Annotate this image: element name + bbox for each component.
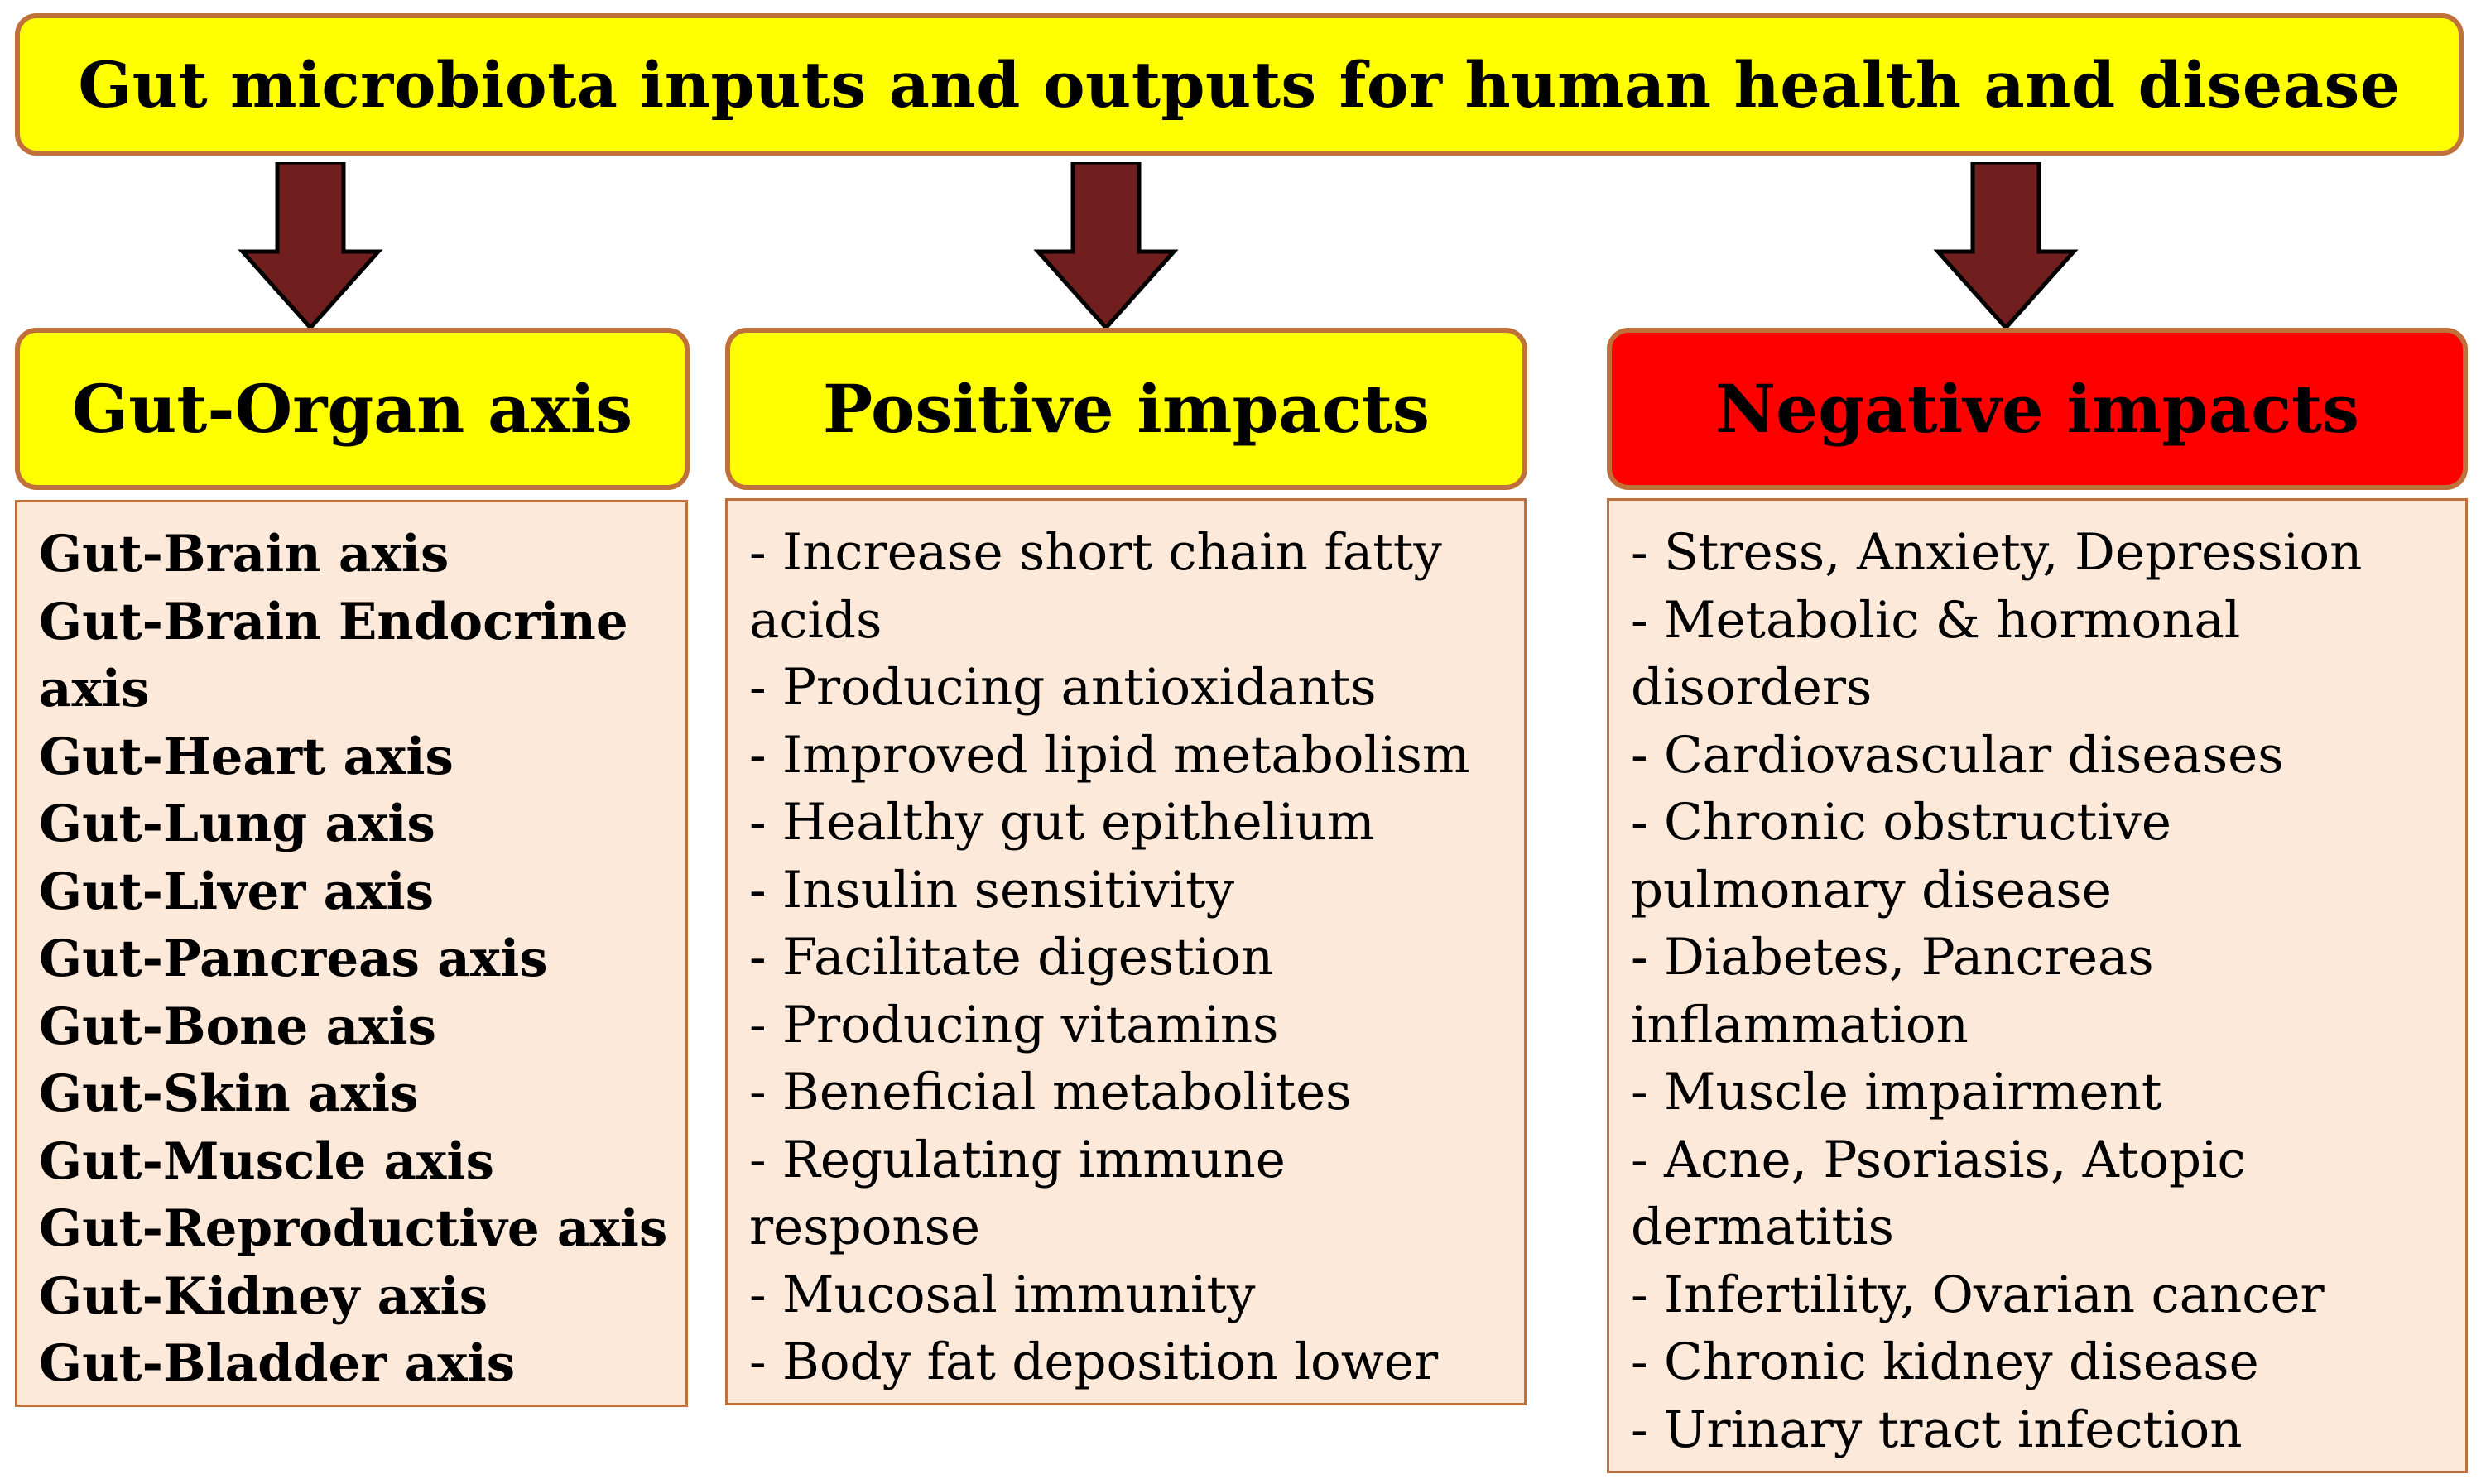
list-item: - Chronic obstructive bbox=[1631, 793, 2171, 852]
heading-box-positive-impacts: Positive impacts bbox=[725, 328, 1527, 490]
list-item: - Body fat deposition lower bbox=[749, 1333, 1439, 1391]
list-item: - Diabetes, Pancreas bbox=[1631, 928, 2154, 987]
list-item: Gut-Skin axis bbox=[39, 1064, 419, 1123]
list-item: - Facilitate digestion bbox=[749, 928, 1274, 987]
arrow-down-icon-negative bbox=[1933, 162, 2079, 331]
list-item: - Producing antioxidants bbox=[749, 658, 1377, 717]
list-item: Gut-Muscle axis bbox=[39, 1131, 494, 1191]
list-item: Gut-Heart axis bbox=[39, 727, 454, 786]
heading-box-negative-impacts: Negative impacts bbox=[1607, 328, 2468, 490]
list-item: Gut-Bone axis bbox=[39, 997, 436, 1056]
list-item: Gut-Brain axis bbox=[39, 525, 450, 584]
list-item: - Metabolic & hormonal bbox=[1631, 590, 2241, 650]
list-item: - Increase short chain fatty bbox=[749, 523, 1442, 582]
list-item: inflammation bbox=[1631, 995, 1969, 1054]
heading-gut-organ-axis: Gut-Organ axis bbox=[71, 370, 633, 448]
title-box: Gut microbiota inputs and outputs for hu… bbox=[15, 13, 2464, 156]
heading-negative-impacts: Negative impacts bbox=[1715, 370, 2359, 448]
list-item: Gut-Kidney axis bbox=[39, 1266, 488, 1326]
list-item: response bbox=[749, 1198, 981, 1256]
list-item: - Beneficial metabolites bbox=[749, 1063, 1352, 1121]
list-negative-impacts: - Stress, Anxiety, Depression - Metaboli… bbox=[1607, 498, 2468, 1473]
list-item: - Mucosal immunity bbox=[749, 1265, 1256, 1324]
list-item: Gut-Liver axis bbox=[39, 862, 435, 921]
list-positive-impacts: - Increase short chain fatty acids - Pro… bbox=[725, 498, 1527, 1405]
list-item: dermatitis bbox=[1631, 1198, 1894, 1256]
list-item: - Infertility, Ovarian cancer bbox=[1631, 1265, 2325, 1324]
list-item: - Chronic kidney disease bbox=[1631, 1333, 2259, 1391]
list-gut-organ-axis: Gut-Brain axis Gut-Brain Endocrine axis … bbox=[15, 500, 688, 1407]
list-item: acids bbox=[749, 590, 882, 650]
list-item: - Healthy gut epithelium bbox=[749, 793, 1375, 852]
diagram-title: Gut microbiota inputs and outputs for hu… bbox=[78, 47, 2401, 122]
list-item: - Cardiovascular diseases bbox=[1631, 725, 2284, 785]
arrow-down-icon-positive bbox=[1033, 162, 1179, 331]
heading-box-gut-organ-axis: Gut-Organ axis bbox=[15, 328, 690, 490]
list-item: Gut-Reproductive axis bbox=[39, 1199, 668, 1258]
list-item: axis bbox=[39, 660, 150, 718]
list-item: - Improved lipid metabolism bbox=[749, 725, 1470, 785]
arrow-down-icon-organ bbox=[238, 162, 383, 331]
list-item: pulmonary disease bbox=[1631, 860, 2112, 920]
list-item: - Insulin sensitivity bbox=[749, 860, 1235, 920]
list-item: - Urinary tract infection bbox=[1631, 1400, 2243, 1459]
list-item: Gut-Lung axis bbox=[39, 795, 435, 853]
list-item: - Acne, Psoriasis, Atopic bbox=[1631, 1130, 2246, 1189]
list-item: - Muscle impairment bbox=[1631, 1063, 2162, 1121]
list-item: - Regulating immune bbox=[749, 1130, 1286, 1189]
list-item: disorders bbox=[1631, 658, 1873, 717]
list-item: Gut-Brain Endocrine bbox=[39, 592, 628, 651]
heading-positive-impacts: Positive impacts bbox=[823, 370, 1430, 448]
list-item: - Producing vitamins bbox=[749, 995, 1279, 1054]
list-item: Gut-Pancreas axis bbox=[39, 929, 548, 988]
list-item: Gut-Bladder axis bbox=[39, 1334, 516, 1393]
list-item: - Stress, Anxiety, Depression bbox=[1631, 523, 2363, 582]
